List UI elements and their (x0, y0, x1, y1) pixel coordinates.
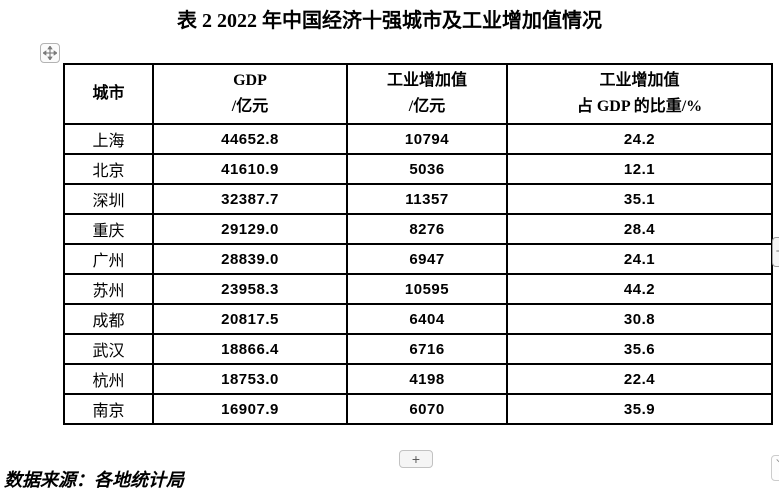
iav-cell[interactable]: 5036 (346, 153, 508, 185)
share-cell[interactable]: 28.4 (506, 213, 773, 245)
gdp-cell[interactable]: 44652.8 (152, 123, 348, 155)
add-row-button[interactable]: + (399, 450, 433, 468)
share-cell[interactable]: 35.6 (506, 333, 773, 365)
header-city[interactable]: 城市 (63, 63, 154, 125)
iav-cell[interactable]: 10794 (346, 123, 508, 155)
gdp-cell[interactable]: 20817.5 (152, 303, 348, 335)
economy-table: 城市 GDP /亿元 工业增加值 /亿元 工业增加值 占 GDP 的比重/% 上… (63, 63, 773, 425)
table-row: 苏州 23958.3 10595 44.2 (63, 273, 773, 305)
gdp-cell[interactable]: 18866.4 (152, 333, 348, 365)
share-cell[interactable]: 24.2 (506, 123, 773, 155)
table-header-row: 城市 GDP /亿元 工业增加值 /亿元 工业增加值 占 GDP 的比重/% (63, 63, 773, 125)
table-row: 武汉 18866.4 6716 35.6 (63, 333, 773, 365)
share-cell[interactable]: 12.1 (506, 153, 773, 185)
iav-cell[interactable]: 8276 (346, 213, 508, 245)
share-cell[interactable]: 44.2 (506, 273, 773, 305)
iav-cell[interactable]: 10595 (346, 273, 508, 305)
table-row: 深圳 32387.7 11357 35.1 (63, 183, 773, 215)
table-row: 南京 16907.9 6070 35.9 (63, 393, 773, 425)
table-row: 重庆 29129.0 8276 28.4 (63, 213, 773, 245)
table-row: 广州 28839.0 6947 24.1 (63, 243, 773, 275)
iav-cell[interactable]: 6404 (346, 303, 508, 335)
add-column-button[interactable]: + (772, 237, 779, 267)
table-row: 杭州 18753.0 4198 22.4 (63, 363, 773, 395)
header-city-label: 城市 (92, 85, 125, 102)
header-iav-label: 工业增加值 (386, 72, 467, 89)
iav-cell[interactable]: 11357 (346, 183, 508, 215)
gdp-cell[interactable]: 41610.9 (152, 153, 348, 185)
gdp-cell[interactable]: 16907.9 (152, 393, 348, 425)
header-share-label: 工业增加值 (599, 72, 680, 89)
gdp-cell[interactable]: 23958.3 (152, 273, 348, 305)
iav-cell[interactable]: 6070 (346, 393, 508, 425)
header-iav[interactable]: 工业增加值 /亿元 (346, 63, 508, 125)
header-share[interactable]: 工业增加值 占 GDP 的比重/% (506, 63, 773, 125)
table-row: 北京 41610.9 5036 12.1 (63, 153, 773, 185)
share-cell[interactable]: 24.1 (506, 243, 773, 275)
resize-arrow-icon: ↘ (775, 457, 779, 468)
share-cell[interactable]: 35.1 (506, 183, 773, 215)
plus-icon: + (773, 238, 779, 266)
iav-cell[interactable]: 6947 (346, 243, 508, 275)
table-row: 成都 20817.5 6404 30.8 (63, 303, 773, 335)
header-share-unit: 占 GDP 的比重/% (576, 98, 703, 115)
city-cell[interactable]: 深圳 (63, 183, 154, 215)
gdp-cell[interactable]: 29129.0 (152, 213, 348, 245)
plus-icon: + (411, 451, 421, 467)
city-cell[interactable]: 成都 (63, 303, 154, 335)
header-gdp[interactable]: GDP /亿元 (152, 63, 348, 125)
city-cell[interactable]: 上海 (63, 123, 154, 155)
gdp-cell[interactable]: 28839.0 (152, 243, 348, 275)
table-row: 上海 44652.8 10794 24.2 (63, 123, 773, 155)
city-cell[interactable]: 苏州 (63, 273, 154, 305)
gdp-cell[interactable]: 18753.0 (152, 363, 348, 395)
gdp-cell[interactable]: 32387.7 (152, 183, 348, 215)
city-cell[interactable]: 北京 (63, 153, 154, 185)
share-cell[interactable]: 22.4 (506, 363, 773, 395)
city-cell[interactable]: 重庆 (63, 213, 154, 245)
header-gdp-unit: /亿元 (231, 98, 269, 115)
city-cell[interactable]: 杭州 (63, 363, 154, 395)
city-cell[interactable]: 南京 (63, 393, 154, 425)
header-iav-unit: /亿元 (408, 98, 446, 115)
iav-cell[interactable]: 6716 (346, 333, 508, 365)
iav-cell[interactable]: 4198 (346, 363, 508, 395)
page-title: 表 2 2022 年中国经济十强城市及工业增加值情况 (177, 10, 602, 32)
city-cell[interactable]: 武汉 (63, 333, 154, 365)
header-gdp-label: GDP (233, 72, 267, 89)
share-cell[interactable]: 35.9 (506, 393, 773, 425)
share-cell[interactable]: 30.8 (506, 303, 773, 335)
city-cell[interactable]: 广州 (63, 243, 154, 275)
data-source-note: 数据来源：各地统计局 (4, 470, 184, 490)
table-resize-handle[interactable]: ↘ (771, 455, 779, 481)
move-icon (43, 46, 57, 60)
table-move-handle[interactable] (40, 43, 60, 63)
